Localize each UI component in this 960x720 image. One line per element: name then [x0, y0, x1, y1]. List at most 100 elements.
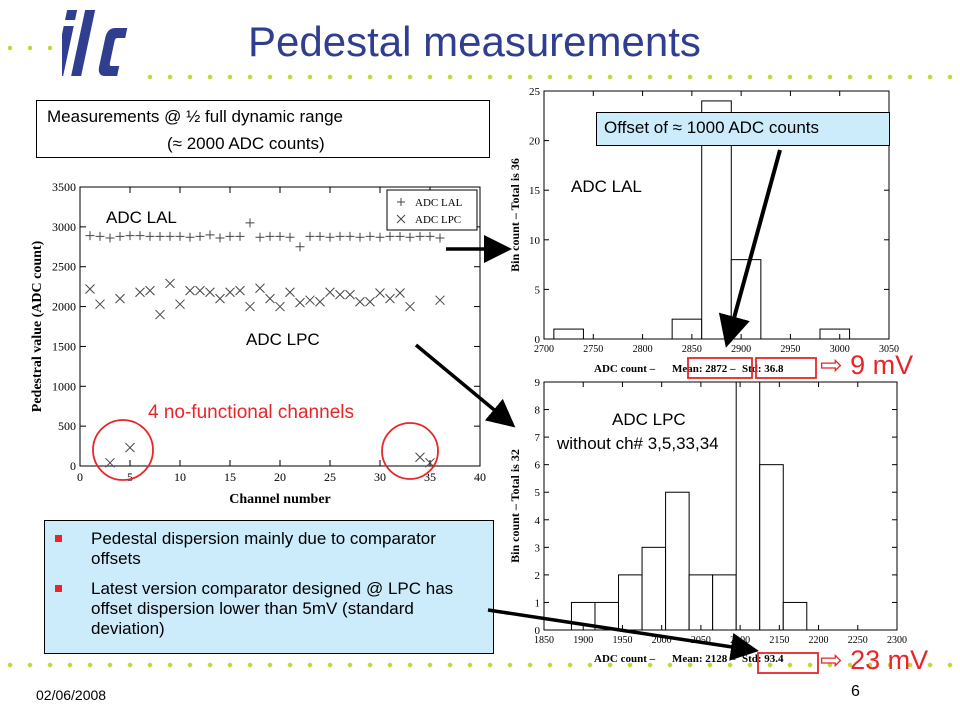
lpc-hist-x-axis-label: ADC count – [594, 653, 656, 665]
y-tick-label: 0 [70, 459, 76, 473]
lal-data-point [255, 232, 265, 242]
lpc-data-point [175, 299, 185, 310]
lal-data-point [435, 233, 445, 243]
lpc-hist-y-tick-label: 0 [535, 625, 541, 637]
lal-hist-x-tick-label: 2750 [583, 344, 603, 355]
lal-hist-bar [553, 328, 584, 340]
lal-data-point [265, 231, 275, 241]
lal-data-point [315, 231, 325, 241]
lpc-hist-x-tick-label: 1900 [573, 635, 593, 646]
lal-data-point [275, 231, 285, 241]
top-left-dots [0, 45, 60, 51]
x-tick-label: 0 [77, 470, 83, 484]
lal-data-point [345, 231, 355, 241]
x-tick-label: 20 [274, 470, 286, 484]
lpc-hist-x-tick-label: 2300 [887, 635, 907, 646]
bullet-marker [55, 535, 62, 542]
lpc-data-point [115, 293, 125, 304]
lal-hist-frame [543, 90, 890, 340]
lal-data-point [155, 231, 165, 241]
lpc-hist-bar [594, 601, 620, 631]
lpc-hist-bar [665, 491, 690, 631]
lpc-hist-bar [688, 574, 714, 631]
x-axis-label: Channel number [229, 492, 331, 507]
lal-hist-x-tick-label: 3050 [879, 344, 899, 355]
lpc-data-point [235, 285, 245, 296]
lal-data-point [415, 231, 425, 241]
lal-hist-bar [730, 259, 762, 340]
lal-hist-x-tick-label: 3000 [830, 344, 850, 355]
bullet-text: Pedestal dispersion mainly due to compar… [91, 529, 436, 568]
footer-date: 02/06/2008 [36, 687, 107, 703]
lal-data-point [85, 231, 95, 241]
lal-data-point [195, 231, 205, 241]
summary-bullet-box: Pedestal dispersion mainly due to compar… [44, 520, 494, 654]
lal-hist-x-tick-label: 2800 [633, 344, 653, 355]
y-tick-label: 2000 [52, 300, 76, 314]
lal-data-point [145, 231, 155, 241]
lpc-hist-bar [618, 574, 643, 631]
x-tick-label: 40 [474, 470, 486, 484]
lal-hist-y-tick-label: 15 [529, 185, 541, 197]
x-tick-label: 15 [224, 470, 236, 484]
lpc-data-point [215, 293, 225, 304]
lal-mv-result: ⇨ 9 mV [820, 350, 914, 380]
lpc-hist-x-tick-label: 2100 [730, 635, 750, 646]
lpc-data-point [255, 283, 265, 294]
lpc-data-point [305, 295, 315, 306]
lal-data-point [385, 231, 395, 241]
page-title: Pedestal measurements [248, 18, 701, 65]
lal-data-point [295, 242, 305, 252]
lpc-data-point [125, 442, 135, 453]
lpc-data-point [185, 285, 195, 296]
lal-data-point [305, 231, 315, 241]
lpc-data-point [275, 301, 285, 312]
top-dots [140, 74, 960, 80]
lal-data-point [125, 231, 135, 241]
lpc-data-point [135, 287, 145, 298]
lal-hist-y-tick-label: 20 [529, 136, 541, 148]
lal-data-point [95, 231, 105, 241]
x-tick-label: 30 [374, 470, 386, 484]
lpc-hist-x-tick-label: 2200 [809, 635, 829, 646]
lal-data-point [225, 231, 235, 241]
y-tick-label: 3000 [52, 220, 76, 234]
bullet-text: Latest version comparator designed @ LPC… [91, 579, 454, 638]
bullet-marker [55, 585, 62, 592]
lpc-hist-mean-label: Mean: 2128 – [672, 653, 736, 665]
lpc-data-point [415, 452, 425, 463]
lpc-hist-x-tick-label: 2150 [769, 635, 789, 646]
measurement-note-box: Measurements @ ½ full dynamic range (≈ 2… [36, 100, 490, 158]
lpc-hist-bar [782, 601, 808, 631]
lal-data-point [175, 231, 185, 241]
lpc-data-point [405, 301, 415, 312]
pedestal-scatter-chart: 0 5 10 15 20 25 30 35 40 0 500 1000 1500 2000 2500 3000… [30, 180, 486, 507]
lpc-data-point [295, 297, 305, 308]
lpc-hist-y-tick-label: 8 [535, 405, 541, 417]
lpc-hist-y-tick-label: 9 [535, 377, 541, 389]
adc-lpc-label: ADC LPC [246, 330, 320, 349]
lpc-hist-y-tick-label: 3 [535, 542, 541, 554]
x-tick-label: 25 [324, 470, 336, 484]
lal-data-point [365, 231, 375, 241]
lal-hist-x-tick-label: 2850 [682, 344, 702, 355]
lpc-hist-y-tick-label: 4 [535, 515, 541, 527]
lal-hist-x-tick-label: 2950 [780, 344, 800, 355]
legend-label: ADC LPC [415, 214, 461, 226]
lpc-hist-y-tick-label: 1 [535, 597, 541, 609]
lpc-mv-result: ⇨ 23 mV [820, 645, 929, 675]
lpc-data-point [335, 289, 345, 300]
lal-data-point [135, 231, 145, 241]
lal-data-point [245, 218, 255, 228]
offset-note-box: Offset of ≈ 1000 ADC counts [596, 112, 890, 146]
lpc-data-point [325, 287, 335, 298]
lpc-data-point [315, 296, 325, 307]
lal-hist-x-tick-label: 2700 [534, 344, 554, 355]
lpc-hist-bar [641, 546, 667, 631]
lal-data-point [235, 231, 245, 241]
lal-data-point [115, 231, 125, 241]
lpc-hist-y-tick-label: 5 [535, 487, 541, 499]
lpc-hist-x-tick-label: 2000 [652, 635, 672, 646]
lal-data-point [375, 232, 385, 242]
ilc-logo [62, 10, 128, 76]
